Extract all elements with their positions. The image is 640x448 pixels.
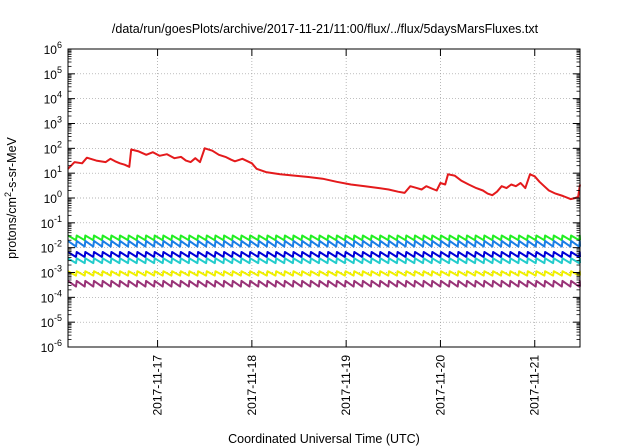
- y-tick-label-exp: 2: [57, 139, 62, 149]
- y-tick-label-exp: -3: [54, 264, 62, 274]
- y-tick-label: 10-1: [41, 214, 62, 231]
- y-tick-label-exp: -6: [54, 338, 62, 348]
- y-tick-label-exp: -1: [54, 214, 62, 224]
- y-tick-label-exp: 5: [57, 65, 62, 75]
- y-tick-label: 105: [44, 65, 62, 82]
- y-tick-label-base: 10: [44, 93, 58, 107]
- y-axis-label-sup: 2: [3, 192, 13, 197]
- x-axis-label: Coordinated Universal Time (UTC): [228, 432, 420, 446]
- y-tick-label-exp: 0: [57, 189, 62, 199]
- y-tick-label: 106: [44, 40, 62, 57]
- series-line-2: [67, 234, 581, 242]
- chart-title: /data/run/goesPlots/archive/2017-11-21/1…: [112, 22, 539, 36]
- x-tick-label: 2017-11-21: [528, 355, 542, 416]
- x-tick-label: 2017-11-17: [151, 355, 165, 416]
- series-line-4: [67, 251, 581, 258]
- y-tick-label-exp: 4: [57, 90, 62, 100]
- y-tick-label-base: 10: [41, 267, 55, 281]
- y-tick-label-base: 10: [44, 167, 58, 181]
- y-tick-label-exp: -4: [54, 288, 62, 298]
- grid-lines: [68, 49, 580, 347]
- y-tick-label-base: 10: [44, 68, 58, 82]
- series-line-7: [67, 279, 581, 288]
- x-tick-label: 2017-11-18: [245, 355, 259, 416]
- y-tick-label: 10-4: [41, 288, 62, 305]
- series-line-5: [67, 257, 581, 265]
- y-tick-label: 10-2: [41, 239, 62, 256]
- y-tick-label-base: 10: [44, 43, 58, 57]
- y-tick-label-base: 10: [44, 142, 58, 156]
- y-axis-label-suffix: -s-sr-MeV: [5, 136, 19, 192]
- plot-series: [67, 147, 581, 288]
- y-tick-label-base: 10: [41, 316, 55, 330]
- x-axis: 2017-11-17 2017-11-18 2017-11-19 2017-11-20…: [151, 49, 542, 416]
- y-axis: 10-610-510-410-310-210-11001011021031041…: [41, 40, 580, 355]
- y-tick-label-base: 10: [41, 291, 55, 305]
- series-line-1: [67, 147, 581, 201]
- y-tick-label-base: 10: [41, 242, 55, 256]
- y-tick-label: 102: [44, 139, 62, 156]
- y-tick-label: 104: [44, 90, 62, 107]
- y-axis-label: protons/cm2-s-sr-MeV: [3, 136, 19, 258]
- series-line-3: [67, 239, 581, 248]
- y-tick-label: 10-6: [41, 338, 62, 355]
- y-tick-label-exp: -2: [54, 239, 62, 249]
- y-tick-label-base: 10: [44, 192, 58, 206]
- y-tick-label-exp: 1: [57, 164, 62, 174]
- y-tick-label: 101: [44, 164, 62, 181]
- x-tick-label: 2017-11-20: [433, 355, 447, 416]
- x-tick-label: 2017-11-19: [339, 355, 353, 416]
- y-tick-label-exp: 3: [57, 115, 62, 125]
- y-tick-label: 10-3: [41, 264, 62, 281]
- y-tick-label: 10-5: [41, 313, 62, 330]
- y-tick-label-base: 10: [41, 341, 55, 355]
- y-tick-label-base: 10: [44, 118, 58, 132]
- y-tick-label-exp: -5: [54, 313, 62, 323]
- y-tick-label-exp: 6: [57, 40, 62, 50]
- y-axis-label-prefix: protons/cm: [5, 197, 19, 259]
- y-tick-label: 100: [44, 189, 62, 206]
- series-line-6: [67, 270, 581, 277]
- y-tick-label: 103: [44, 115, 62, 132]
- y-tick-label-base: 10: [41, 217, 55, 231]
